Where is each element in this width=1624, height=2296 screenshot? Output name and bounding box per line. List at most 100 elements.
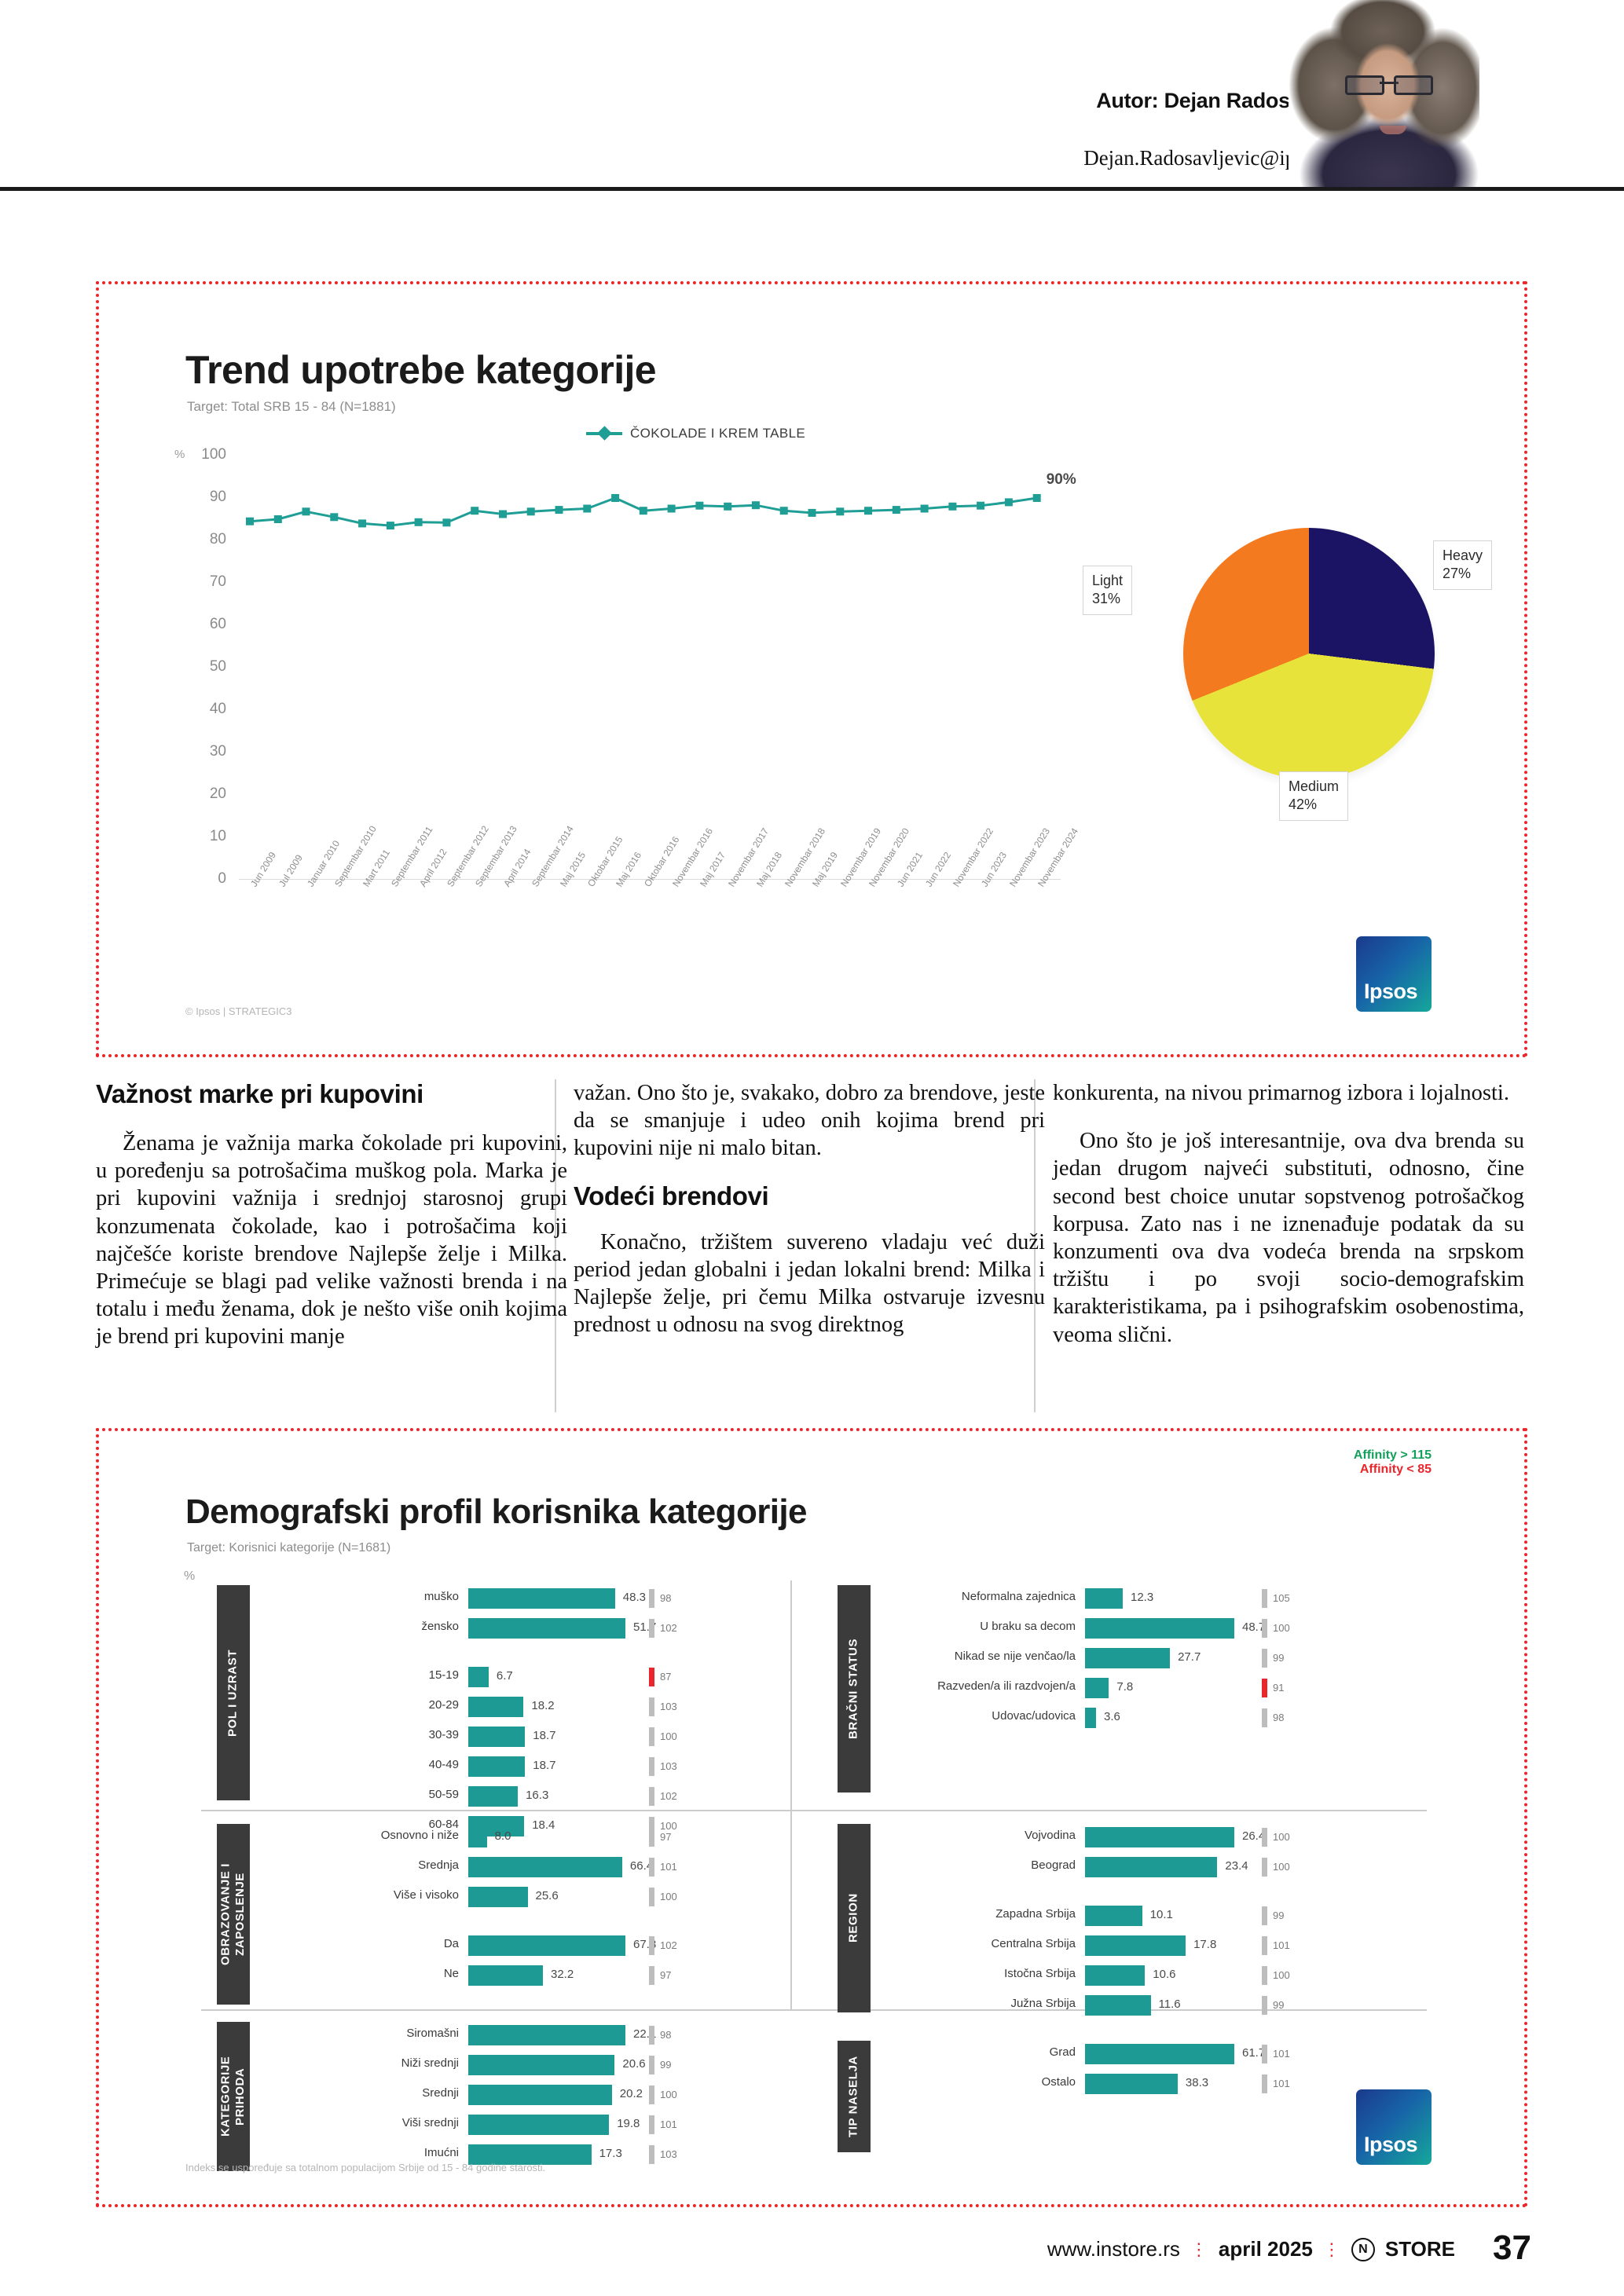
affinity-index-value: 87 [660, 1671, 672, 1683]
y-tick-label: 80 [209, 531, 226, 547]
bar-label: Neformalna zajednica [961, 1590, 1076, 1603]
bar-label: Srednja [418, 1858, 459, 1872]
demo-chart-title: Demografski profil korisnika kategorije [185, 1492, 807, 1531]
bar-label: Udovac/udovica [992, 1709, 1076, 1723]
bar-fill [468, 2115, 610, 2135]
affinity-index-value: 98 [660, 2029, 672, 2041]
bar-value: 17.3 [599, 2147, 622, 2160]
bar-row: Centralna Srbija 17.8 [991, 1935, 1234, 1956]
pie-label-medium-name: Medium [1289, 778, 1340, 794]
demo-chart-footnote: Indeks se uspoređuje sa totalnom populac… [185, 2162, 546, 2173]
affinity-index-marker [649, 1817, 654, 1836]
bar-label: Siromašni [406, 2027, 459, 2040]
affinity-index-marker [649, 2145, 654, 2164]
y-tick-label: 70 [209, 573, 226, 590]
affinity-index-value: 99 [1273, 1999, 1285, 2011]
bar-label: 15-19 [428, 1668, 459, 1682]
affinity-index-marker [1262, 1906, 1267, 1925]
legend-swatch-icon [586, 432, 622, 435]
affinity-index-value: 101 [660, 1861, 677, 1873]
bar-fill [1085, 1588, 1123, 1609]
affinity-index-marker [1262, 1679, 1267, 1697]
ipsos-logo-text: Ipsos [1364, 2133, 1418, 2156]
affinity-index-value: 101 [1273, 2078, 1290, 2089]
ipsos-logo: Ipsos [1356, 2089, 1432, 2165]
affinity-index-value: 101 [1273, 1939, 1290, 1951]
bar-fill [468, 1935, 625, 1956]
bar-row: Grad 61.7 [1050, 2044, 1265, 2064]
affinity-index-value: 98 [1273, 1712, 1285, 1723]
bar-value: 19.8 [617, 2117, 640, 2130]
affinity-index-value: 97 [660, 1831, 672, 1843]
bar-row: Nikad se nije venčao/la 27.7 [955, 1648, 1234, 1668]
usage-intensity-pie: Heavy 27% Medium 42% Light 31% [1083, 528, 1493, 821]
affinity-index-marker [649, 1966, 654, 1985]
affinity-index-value: 99 [660, 2059, 672, 2071]
bar-fill [1085, 1935, 1186, 1956]
y-tick-label: 100 [201, 446, 226, 463]
affinity-index-value: 100 [660, 2089, 677, 2100]
affinity-index-value: 99 [1273, 1652, 1285, 1664]
bar-fill [468, 1697, 524, 1717]
legend-label: ČOKOLADE I KREM TABLE [630, 426, 806, 441]
bar-fill [468, 1727, 526, 1747]
affinity-index-marker [1262, 1936, 1267, 1955]
glasses-icon [1345, 75, 1433, 95]
bar-row: Niži srednji 20.6 [401, 2055, 646, 2075]
bar-row: muško 48.3 [424, 1588, 646, 1609]
bar-row: žensko 51.7 [421, 1618, 656, 1639]
bar-value: 23.4 [1225, 1859, 1248, 1873]
bar-row: Ne 32.2 [444, 1965, 625, 1986]
affinity-index-marker [1262, 2074, 1267, 2093]
article-paragraph: konkurenta, na nivou primarnog izbora i … [1053, 1081, 1509, 1105]
bar-label: 40-49 [428, 1758, 459, 1771]
affinity-index-marker [649, 2085, 654, 2104]
author-portrait [1289, 0, 1479, 187]
bar-label: žensko [421, 1620, 459, 1633]
bar-row: Imućni 17.3 [424, 2144, 625, 2165]
bar-value: 11.6 [1158, 1998, 1181, 2011]
affinity-index-marker [649, 1619, 654, 1638]
article-paragraph: Ono što je još interesantnije, ova dva b… [1053, 1129, 1524, 1347]
y-tick-label: 50 [209, 658, 226, 675]
y-axis-unit: % [174, 448, 185, 461]
bar-fill [1085, 1708, 1096, 1728]
bar-fill [468, 1786, 519, 1807]
section-divider [201, 2009, 1427, 2011]
column-divider-2 [1034, 1079, 1036, 1412]
article-paragraph: važan. Ono što je, svakako, dobro za bre… [574, 1081, 1045, 1161]
bar-row: Viši srednji 19.8 [402, 2115, 640, 2135]
affinity-index-marker [649, 1787, 654, 1806]
bar-value: 16.3 [526, 1789, 549, 1802]
bar-label: Ne [443, 1967, 459, 1980]
affinity-index-marker [649, 1668, 654, 1686]
group-label-pol-i-uzrast: POL I UZRAST [217, 1585, 250, 1800]
bar-row: Udovac/udovica 3.6 [992, 1708, 1234, 1728]
affinity-index-value: 100 [1273, 1622, 1290, 1634]
bar-value: 10.1 [1149, 1908, 1173, 1921]
bar-fill [1085, 1648, 1171, 1668]
bar-label: Da [443, 1937, 459, 1950]
pie-label-heavy-name: Heavy [1443, 547, 1483, 563]
group-label-tip-naselja: TIP NASELJA [838, 2041, 871, 2152]
trend-chart-subtitle: Target: Total SRB 15 - 84 (N=1881) [187, 399, 396, 414]
bar-row: 40-49 18.7 [429, 1756, 625, 1777]
x-axis-labels: Jun 2009 Jul 2009 Januar 2010 Septembar 201… [239, 824, 1080, 1032]
affinity-index-marker [649, 1858, 654, 1877]
affinity-index-value: 100 [1273, 1969, 1290, 1981]
trend-chart-panel: Trend upotrebe kategorije Target: Total … [96, 281, 1527, 1057]
bar-fill [1085, 1995, 1151, 2016]
bar-row: 30-39 18.7 [429, 1727, 625, 1747]
bar-fill [1085, 1618, 1234, 1639]
bar-label: Istočna Srbija [1004, 1967, 1076, 1980]
footer-website[interactable]: www.instore.rs [1047, 2237, 1180, 2261]
bar-value: 48.7 [1242, 1620, 1266, 1634]
affinity-index-marker [1262, 1996, 1267, 2015]
bar-value: 17.8 [1193, 1938, 1217, 1951]
affinity-index-value: 103 [660, 2148, 677, 2160]
ipsos-logo-text: Ipsos [1364, 980, 1418, 1003]
affinity-index-marker [1262, 1589, 1267, 1608]
bar-label: 50-59 [428, 1788, 459, 1801]
affinity-index-value: 97 [660, 1969, 672, 1981]
bar-row: Istočna Srbija 10.6 [1004, 1965, 1234, 1986]
